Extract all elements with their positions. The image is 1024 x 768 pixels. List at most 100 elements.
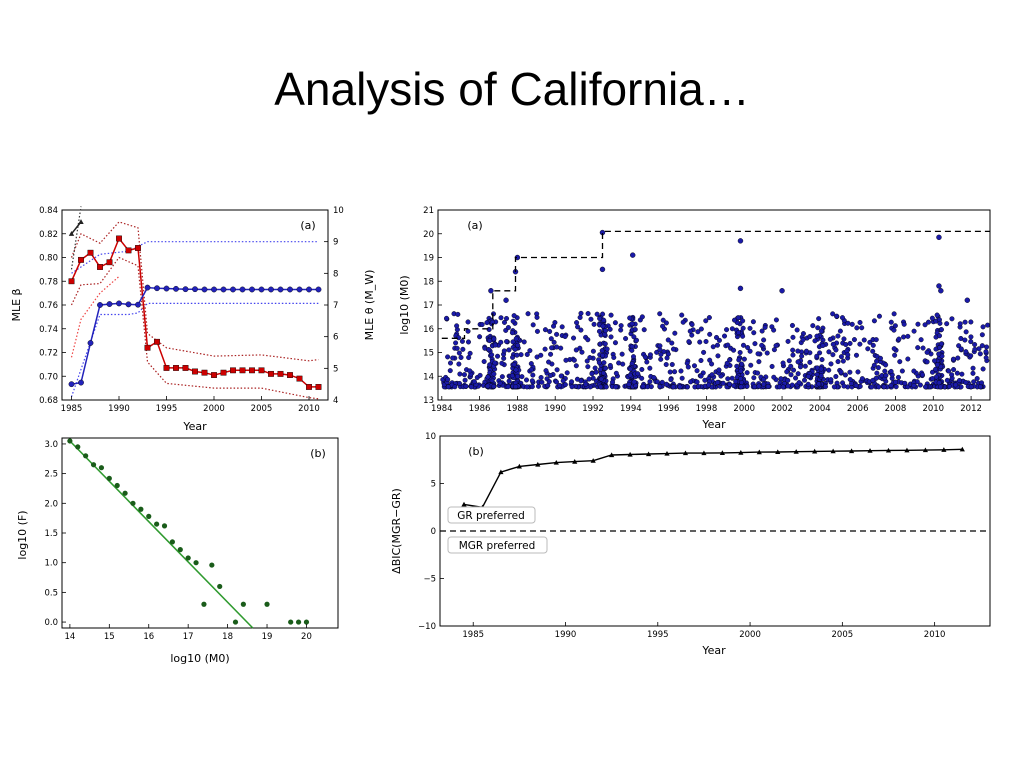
event-point [740, 342, 746, 348]
data-point [130, 500, 136, 506]
event-point [797, 364, 803, 370]
event-point [627, 372, 633, 378]
event-point [826, 349, 832, 355]
data-point [75, 444, 81, 450]
x-tick-label: 1990 [555, 630, 577, 640]
y-tick-label: 2.0 [44, 499, 58, 509]
event-point [707, 331, 713, 337]
event-point [968, 384, 974, 390]
event-point [543, 368, 549, 374]
event-point [830, 352, 836, 358]
event-point [740, 333, 746, 339]
event-point [698, 373, 704, 379]
event-point [835, 359, 841, 365]
confidence-bound-line [70, 206, 82, 270]
event-point [574, 320, 580, 326]
event-point [956, 343, 962, 349]
event-point [736, 357, 742, 363]
series-marker [87, 249, 94, 256]
event-point [632, 327, 638, 333]
confidence-bound-line [70, 221, 319, 362]
event-point [471, 379, 477, 385]
event-point [623, 336, 629, 342]
event-point [548, 372, 554, 378]
event-point [455, 311, 461, 317]
event-point [923, 384, 929, 390]
event-point [803, 348, 809, 354]
series-marker [97, 302, 103, 308]
event-point [761, 376, 767, 382]
event-point [737, 350, 743, 356]
event-point [870, 348, 876, 354]
series-marker [68, 278, 75, 285]
event-point [867, 339, 873, 345]
event-point [968, 319, 974, 325]
x-tick-label: 2010 [922, 404, 944, 414]
event-point [905, 356, 911, 362]
event-point [830, 311, 836, 317]
event-point [501, 348, 507, 354]
event-point [678, 368, 684, 374]
event-point [688, 379, 694, 385]
notable-event-point [936, 283, 942, 289]
event-point [761, 337, 767, 343]
event-point [901, 321, 907, 327]
notable-event-point [488, 288, 494, 294]
series-marker [125, 247, 132, 254]
series-marker [315, 286, 322, 293]
event-point [454, 323, 460, 329]
event-point [893, 379, 899, 385]
event-point [722, 333, 728, 339]
event-point [756, 359, 762, 365]
event-point [458, 354, 464, 360]
x-tick-label: 1995 [647, 630, 669, 640]
event-point [660, 317, 666, 323]
event-point [560, 378, 566, 384]
event-point [814, 372, 820, 378]
event-point [882, 368, 888, 374]
event-point [706, 382, 712, 388]
y-tick-label: 2.5 [44, 470, 58, 480]
series-marker [268, 286, 274, 293]
data-point [138, 506, 144, 512]
event-point [929, 315, 935, 321]
event-point [790, 352, 796, 358]
x-tick-label: 14 [64, 632, 75, 642]
event-point [756, 383, 762, 389]
event-point [716, 337, 722, 343]
series-marker [68, 231, 75, 236]
event-point [657, 343, 663, 349]
event-point [607, 362, 613, 368]
event-point [477, 372, 483, 378]
event-point [524, 377, 530, 383]
data-point [240, 601, 246, 607]
event-point [954, 370, 960, 376]
event-point [600, 323, 606, 329]
event-point [547, 328, 553, 334]
event-point [588, 316, 594, 322]
event-point [917, 382, 923, 388]
event-point [481, 359, 487, 365]
event-point [938, 384, 944, 390]
event-point [751, 330, 757, 336]
event-point [506, 378, 512, 384]
event-point [826, 367, 832, 373]
event-point [495, 353, 501, 359]
series-marker [249, 367, 255, 374]
event-point [795, 359, 801, 365]
event-point [492, 360, 498, 366]
event-point [703, 318, 709, 324]
series-marker [664, 450, 670, 456]
max-magnitude-envelope [441, 230, 990, 339]
event-point [484, 320, 490, 326]
event-point [491, 371, 497, 377]
series-marker [572, 459, 578, 464]
data-point [154, 521, 160, 527]
event-point [657, 383, 663, 389]
event-point [668, 377, 674, 383]
data-point [264, 601, 270, 607]
event-point [466, 355, 472, 361]
event-point [963, 329, 969, 335]
event-point [604, 346, 610, 352]
series-marker [719, 450, 725, 455]
